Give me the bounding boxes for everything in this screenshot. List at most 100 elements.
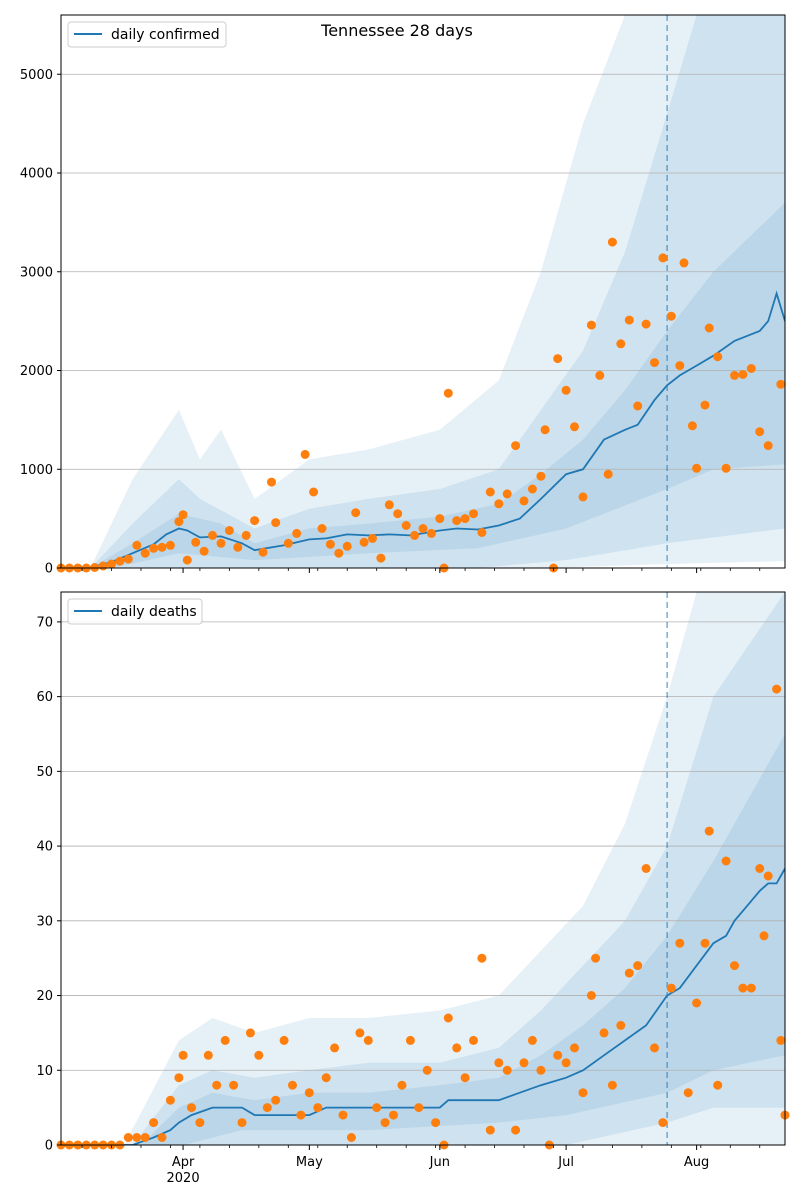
data-point [469,1035,478,1045]
data-point [351,508,361,518]
band-mid [61,592,785,1145]
y-tick-label: 40 [36,840,53,855]
data-point [679,258,689,268]
data-point [704,323,714,333]
data-point [372,1103,382,1113]
deaths-legend: daily deaths [67,598,203,625]
data-point [658,1118,668,1128]
x-tick-label: Jun [429,1155,450,1170]
confirmed-uncertainty-bands [61,15,785,568]
data-point [149,1118,159,1128]
data-point [746,364,756,373]
data-point [338,1110,348,1120]
legend-label: daily confirmed [111,27,220,43]
data-point [384,500,394,510]
data-point [502,489,512,499]
data-point [321,1073,331,1083]
data-point [586,991,596,1000]
data-point [174,517,184,527]
data-point [755,427,765,437]
y-tick-label: 20 [36,989,53,1004]
deaths-uncertainty-bands [61,592,785,1145]
data-point [317,524,327,533]
confirmed-scatter-points [56,237,786,573]
data-point [561,1058,571,1068]
data-point [607,237,617,247]
data-point [595,370,605,380]
data-point [650,358,659,368]
data-point [519,496,529,506]
legend-box [67,21,227,48]
data-point [599,1028,609,1038]
data-point [772,684,782,694]
legend-box [67,598,203,625]
data-point [460,514,470,524]
data-point [296,1110,306,1120]
data-point [132,1133,142,1142]
data-point [570,1043,579,1053]
band-inner [61,202,785,568]
data-point [561,385,571,395]
data-point [540,425,550,435]
data-point [721,463,731,473]
data-point [191,537,201,547]
data-point [203,1050,213,1060]
data-point [199,546,209,556]
data-point [435,514,445,524]
data-point [536,471,546,481]
data-point [157,1133,167,1142]
data-point [502,1065,512,1075]
data-point [527,484,537,494]
confirmed-y-axis: 0 1000 2000 3000 4000 5000 [20,68,61,577]
data-point [443,388,453,398]
data-point [687,421,697,431]
data-point [721,856,731,866]
data-point [738,370,748,379]
data-point [195,1118,205,1128]
x-tick-label: Apr [172,1155,195,1170]
data-point [485,487,495,497]
data-point [245,1028,255,1038]
deaths-scatter-points [56,684,790,1150]
data-point [271,1095,281,1105]
data-point [355,1028,365,1038]
data-point [553,1050,563,1060]
data-point [140,1133,150,1142]
data-point [776,379,786,389]
data-point [359,537,369,547]
data-point [346,1133,356,1142]
y-tick-label: 2000 [20,364,53,379]
data-point [452,516,462,526]
data-point [730,961,739,971]
data-point [376,553,386,563]
data-point [300,449,310,459]
data-point [107,559,116,569]
data-point [165,1095,175,1105]
y-tick-label: 30 [36,914,53,929]
data-point [759,931,769,941]
data-point [763,441,773,451]
y-tick-label: 1000 [20,463,53,478]
data-point [216,538,226,548]
band-inner [61,734,785,1145]
chart-title: Tennessee 28 days [320,21,473,40]
data-point [746,983,756,993]
data-point [603,469,613,479]
data-point [477,953,487,963]
data-point [283,538,293,548]
data-point [389,1110,398,1120]
data-point [334,548,344,558]
data-point [713,1080,723,1090]
data-point [393,509,403,519]
data-point [309,487,319,497]
data-point [397,1080,407,1090]
data-point [178,510,188,520]
band-mid [61,15,785,568]
data-point [401,521,411,530]
x-tick-label: Aug [684,1155,709,1170]
data-point [330,1043,340,1053]
data-point [414,1103,424,1113]
data-point [115,556,125,566]
